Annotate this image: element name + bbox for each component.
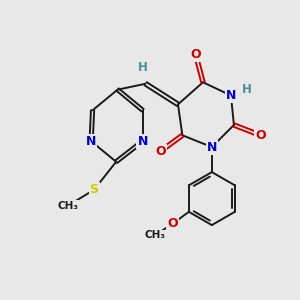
Text: H: H — [138, 61, 148, 74]
Text: CH₃: CH₃ — [145, 230, 166, 240]
Text: O: O — [155, 145, 166, 158]
Text: H: H — [242, 83, 252, 96]
Text: N: N — [137, 135, 148, 148]
Text: O: O — [255, 129, 266, 142]
Text: N: N — [86, 135, 96, 148]
Text: O: O — [190, 48, 201, 61]
Text: O: O — [167, 217, 178, 230]
Text: CH₃: CH₃ — [57, 201, 78, 211]
Text: N: N — [207, 141, 217, 154]
Text: N: N — [226, 89, 236, 102]
Text: S: S — [90, 183, 99, 196]
